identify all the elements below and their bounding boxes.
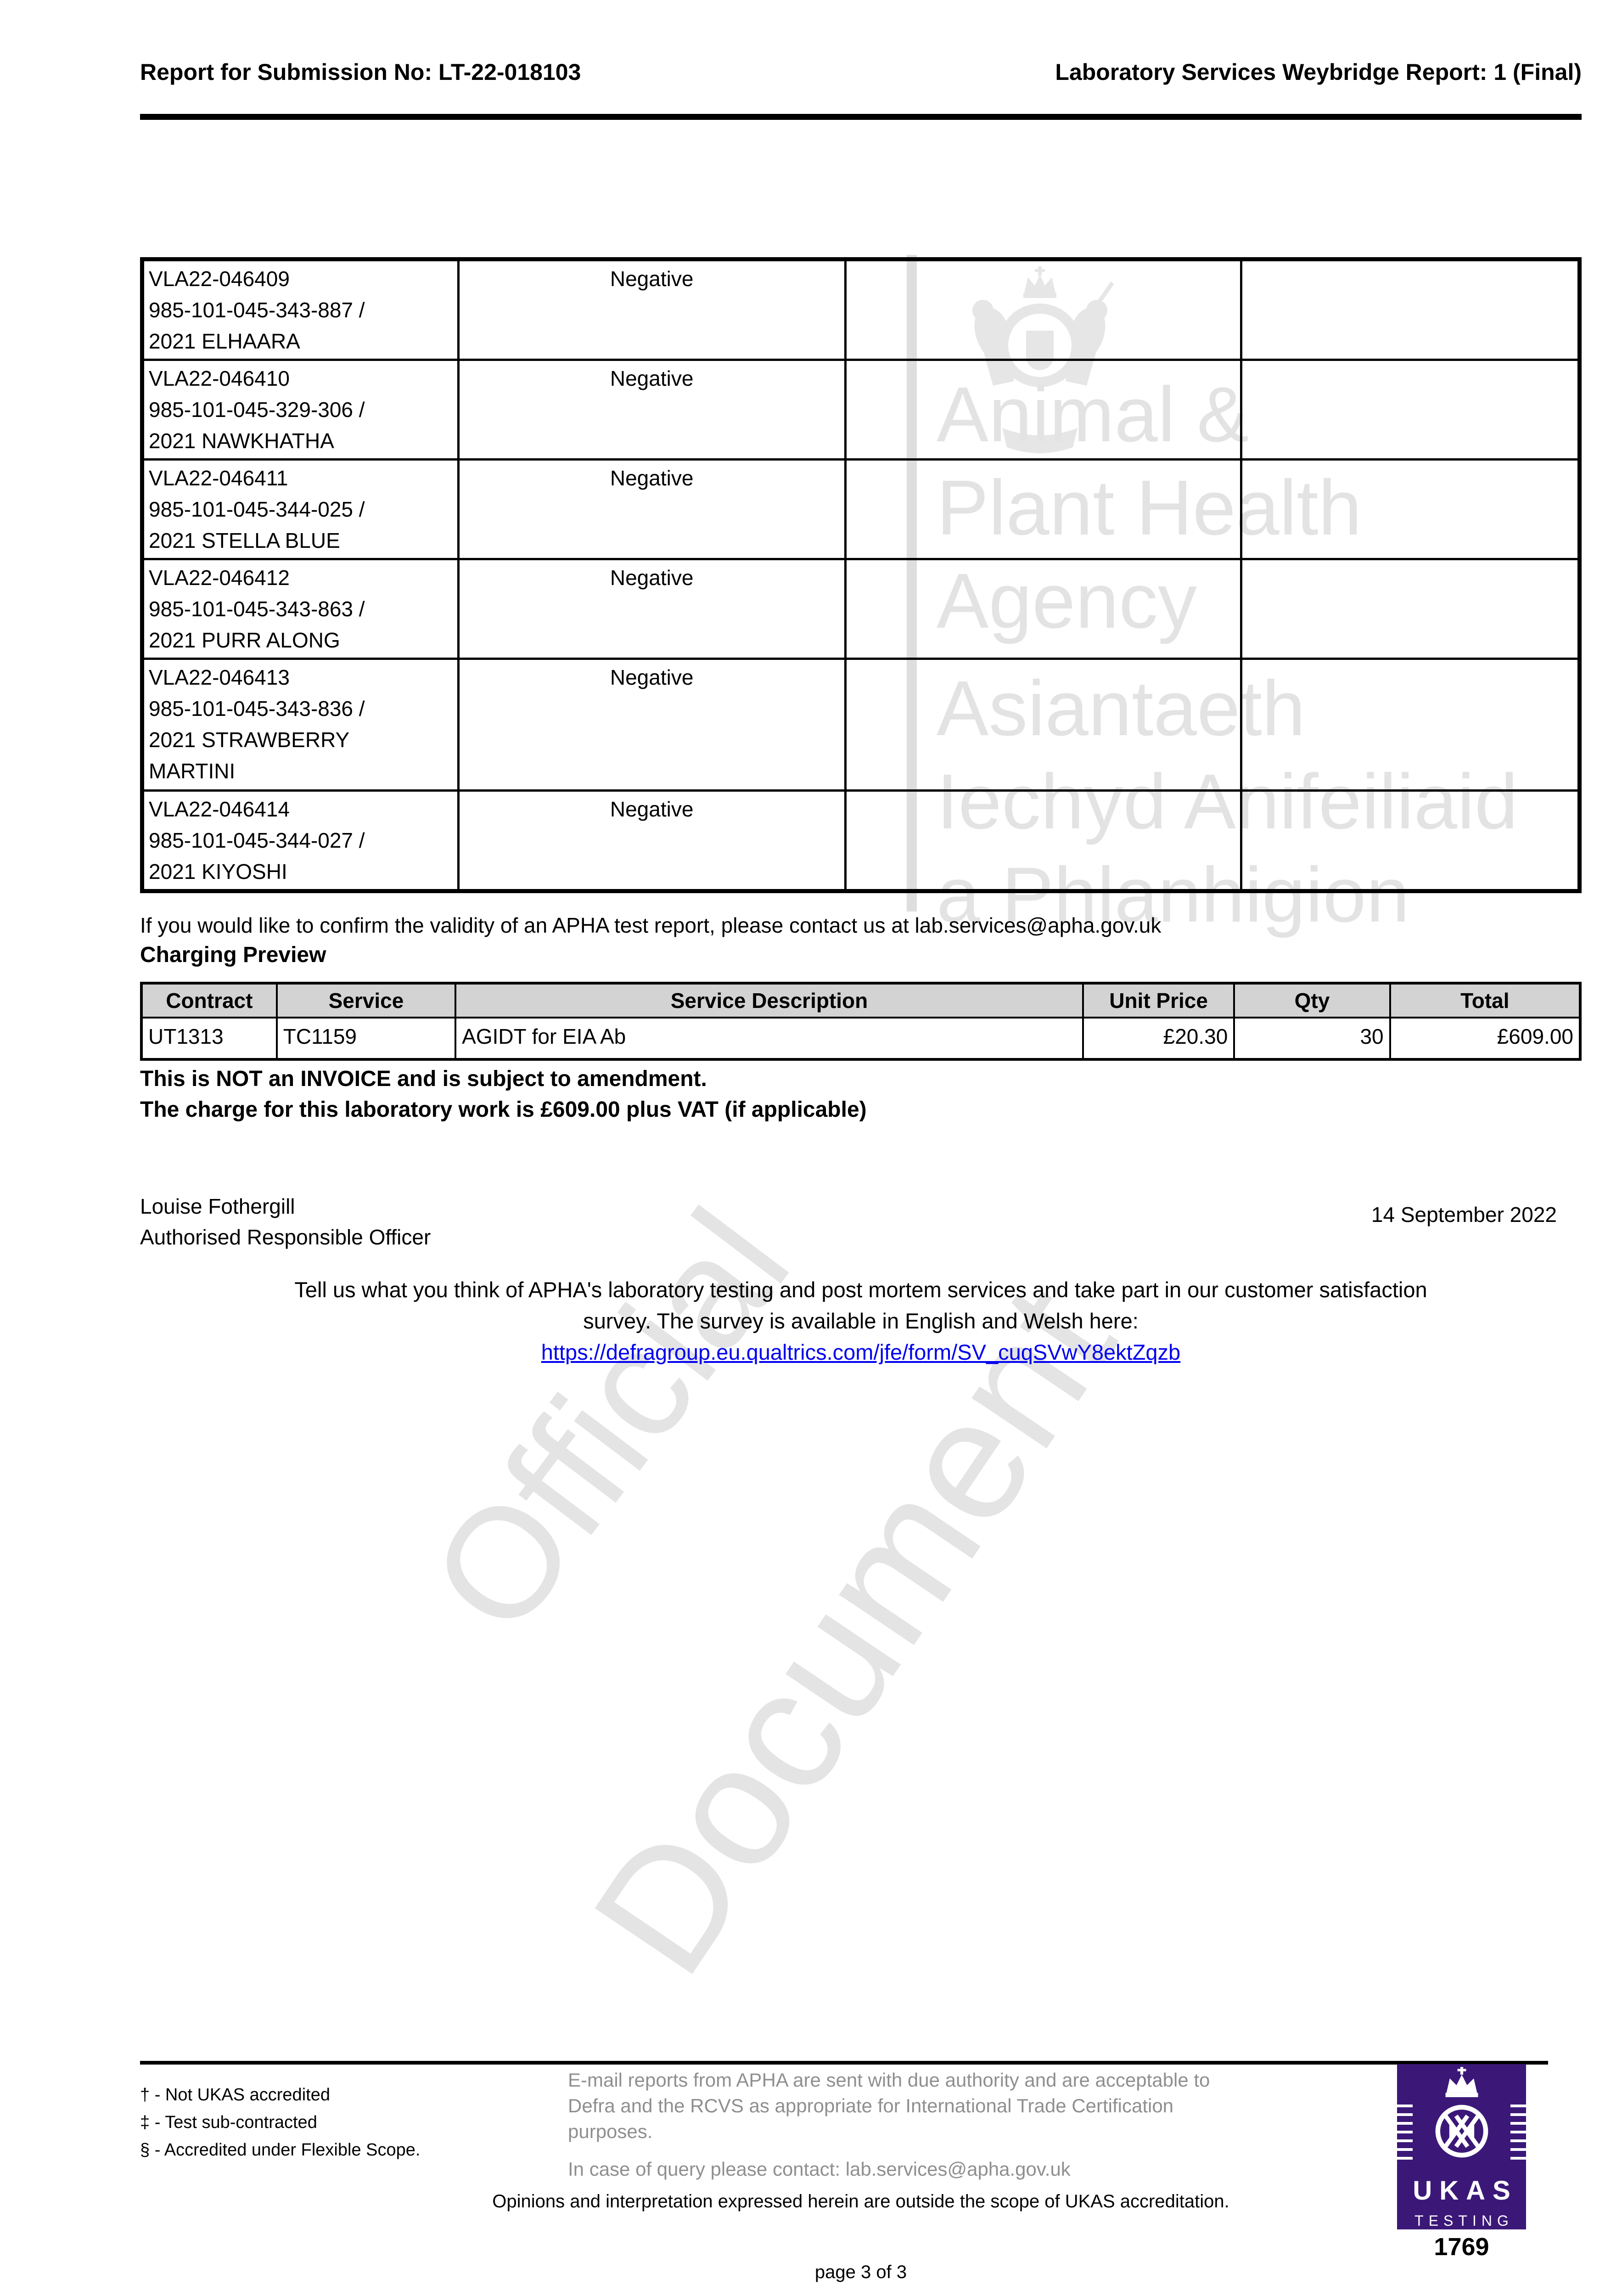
service-cell: TC1159 <box>275 1017 457 1060</box>
result-cell: Negative <box>457 359 847 461</box>
description-cell: AGIDT for EIA Ab <box>455 1017 1084 1060</box>
note-flexible-scope: § - Accredited under Flexible Scope. <box>140 2140 421 2160</box>
result-cell: Negative <box>457 258 847 361</box>
empty-cell <box>844 558 1242 660</box>
invoice-disclaimer-line1: This is NOT an INVOICE and is subject to… <box>140 1067 707 1091</box>
total-cell: £609.00 <box>1389 1017 1582 1060</box>
table-row: VLA22-046411 985-101-045-344-025 / 2021 … <box>141 458 1581 560</box>
ukas-testing-logo: UKAS TESTING <box>1397 2064 1526 2229</box>
signature-block: Louise Fothergill Authorised Responsible… <box>140 1191 431 1253</box>
column-header-description: Service Description <box>455 982 1084 1019</box>
table-row: VLA22-046412 985-101-045-343-863 / 2021 … <box>141 558 1581 660</box>
table-row: VLA22-046413 985-101-045-343-836 / 2021 … <box>141 658 1581 792</box>
charging-preview-heading: Charging Preview <box>140 943 326 967</box>
empty-cell <box>844 789 1242 892</box>
table-row: VLA22-046414 985-101-045-344-027 / 2021 … <box>141 789 1581 892</box>
survey-link-line: https://defragroup.eu.qualtrics.com/jfe/… <box>140 1337 1582 1368</box>
sample-id-cell: VLA22-046413 985-101-045-343-836 / 2021 … <box>141 658 460 792</box>
invoice-disclaimer-line2: The charge for this laboratory work is £… <box>140 1097 867 1122</box>
report-submission-title: Report for Submission No: LT-22-018103 <box>140 59 581 85</box>
ukas-ruler-ticks-right <box>1510 2105 1526 2164</box>
ukas-accreditation-number: 1769 <box>1434 2233 1489 2261</box>
report-date: 14 September 2022 <box>1371 1203 1557 1227</box>
result-cell: Negative <box>457 558 847 660</box>
empty-cell <box>1240 458 1581 560</box>
result-cell: Negative <box>457 458 847 560</box>
results-table: VLA22-046409 985-101-045-343-887 / 2021 … <box>140 257 1582 893</box>
email-authority-paragraph: E-mail reports from APHA are sent with d… <box>568 2069 1210 2142</box>
survey-paragraph: Tell us what you think of APHA's laborat… <box>140 1274 1582 1368</box>
empty-cell <box>844 658 1242 792</box>
qty-cell: 30 <box>1233 1017 1391 1060</box>
table-row: VLA22-046410 985-101-045-329-306 / 2021 … <box>141 359 1581 461</box>
sample-id-cell: VLA22-046414 985-101-045-344-027 / 2021 … <box>141 789 460 892</box>
charging-header-row: Contract Service Service Description Uni… <box>140 982 1582 1019</box>
column-header-contract: Contract <box>140 982 278 1019</box>
charging-row: UT1313 TC1159 AGIDT for EIA Ab £20.30 30… <box>140 1017 1582 1060</box>
result-cell: Negative <box>457 789 847 892</box>
note-subcontracted: ‡ - Test sub-contracted <box>140 2113 317 2132</box>
ukas-wordmark: UKAS <box>1413 2176 1518 2206</box>
contract-cell: UT1313 <box>140 1017 278 1060</box>
empty-cell <box>844 359 1242 461</box>
unit-price-cell: £20.30 <box>1082 1017 1235 1060</box>
survey-link[interactable]: https://defragroup.eu.qualtrics.com/jfe/… <box>541 1340 1181 1364</box>
survey-line2: survey. The survey is available in Engli… <box>583 1309 1139 1333</box>
footer-rule <box>140 2061 1548 2065</box>
note-not-ukas: † - Not UKAS accredited <box>140 2085 330 2105</box>
invoice-disclaimer: This is NOT an INVOICE and is subject to… <box>140 1064 867 1125</box>
sample-id-cell: VLA22-046409 985-101-045-343-887 / 2021 … <box>141 258 460 361</box>
survey-line1: Tell us what you think of APHA's laborat… <box>294 1277 1427 1302</box>
validity-note: If you would like to confirm the validit… <box>140 913 1162 937</box>
query-contact-line: In case of query please contact: lab.ser… <box>568 2158 1071 2180</box>
empty-cell <box>844 258 1242 361</box>
ukas-ruler-ticks-left <box>1397 2105 1413 2164</box>
header-rule <box>140 114 1582 120</box>
page-number: page 3 of 3 <box>814 2262 907 2282</box>
sample-id-cell: VLA22-046410 985-101-045-329-306 / 2021 … <box>141 359 460 461</box>
charging-table: Contract Service Service Description Uni… <box>140 982 1582 1061</box>
empty-cell <box>1240 658 1581 792</box>
column-header-unit-price: Unit Price <box>1082 982 1235 1019</box>
ukas-crown-and-mark-icon <box>1435 2067 1488 2158</box>
sample-id-cell: VLA22-046411 985-101-045-344-025 / 2021 … <box>141 458 460 560</box>
column-header-total: Total <box>1389 982 1582 1019</box>
accreditation-notes: † - Not UKAS accredited ‡ - Test sub-con… <box>140 2081 420 2164</box>
officer-name: Louise Fothergill <box>140 1194 295 1218</box>
empty-cell <box>1240 258 1581 361</box>
empty-cell <box>844 458 1242 560</box>
empty-cell <box>1240 789 1581 892</box>
officer-role: Authorised Responsible Officer <box>140 1225 431 1249</box>
ukas-testing-label: TESTING <box>1414 2212 1514 2229</box>
column-header-service: Service <box>275 982 457 1019</box>
empty-cell <box>1240 359 1581 461</box>
sample-id-cell: VLA22-046412 985-101-045-343-863 / 2021 … <box>141 558 460 660</box>
report-lab-title: Laboratory Services Weybridge Report: 1 … <box>1055 59 1582 85</box>
opinions-disclaimer: Opinions and interpretation expressed he… <box>492 2191 1229 2212</box>
column-header-qty: Qty <box>1233 982 1391 1019</box>
result-cell: Negative <box>457 658 847 792</box>
empty-cell <box>1240 558 1581 660</box>
table-row: VLA22-046409 985-101-045-343-887 / 2021 … <box>141 258 1581 361</box>
